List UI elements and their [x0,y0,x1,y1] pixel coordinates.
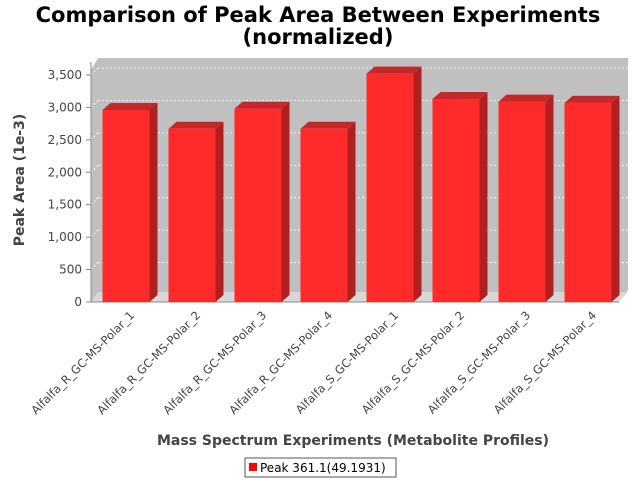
legend-box [244,457,397,478]
y-tick-label: 500 [59,263,82,277]
bar [168,121,224,302]
y-tick-label: 3,500 [48,68,82,82]
y-tick-label: 3,000 [48,100,82,114]
y-tick-label: 2,500 [48,133,82,147]
bar-top [366,66,422,74]
grid-line [90,229,99,238]
bar-side [413,66,422,302]
chart-title: Comparison of Peak Area Between Experime… [36,3,601,27]
bar-top [168,121,224,129]
bar-side [281,101,290,303]
x-axis-label: Mass Spectrum Experiments (Metabolite Pr… [157,433,549,449]
bar-top [564,95,620,103]
grid-line [90,164,99,173]
bar [564,95,620,302]
x-tick-label: Alfalfa_R_GC-MS-Polar_1 [28,308,137,417]
bar-top [432,91,488,99]
bars [102,66,620,303]
grid-line [90,100,99,108]
bar [234,101,290,303]
bar-side [347,121,356,302]
bar-top [234,101,290,109]
plot-floor [91,292,628,302]
chart-subtitle: (normalized) [243,25,394,49]
bar [432,91,488,302]
bar-front [564,102,612,302]
bar-front [168,128,216,302]
bar-side [215,121,224,302]
bar-side [545,94,554,302]
bar [300,121,356,302]
legend-swatch [249,463,257,471]
y-axis-ticks: 0 500 1,000 1,500 2,000 2,500 3,000 3,500 [48,68,91,309]
y-tick-label: 1,000 [48,230,82,244]
grid-line [90,132,99,141]
bar-front [102,110,150,302]
bar-front [366,73,414,302]
bar-top [300,121,356,129]
legend: Peak 361.1(49.1931) [244,457,397,478]
y-tick-label: 1,500 [48,198,82,212]
x-axis-tick-labels: Alfalfa_R_GC-MS-Polar_1Alfalfa_R_GC-MS-P… [28,308,599,417]
bar-top [498,94,554,102]
grid-line [90,197,99,205]
bar [366,66,422,302]
y-tick-label: 0 [74,295,82,309]
bar-side [611,95,620,302]
bar-front [498,101,546,302]
bar-top [102,103,158,110]
bar-front [300,128,348,302]
bar-side [479,91,488,302]
plot-background [91,58,628,302]
bar [498,94,554,302]
bar [102,103,158,302]
bar-front [234,108,282,303]
y-axis-label: Peak Area (1e-3) [12,114,28,247]
grid-line [90,262,99,270]
bar-side [149,103,158,302]
legend-entry: Peak 361.1(49.1931) [260,461,386,475]
grid-line [90,67,99,76]
y-tick-label: 2,000 [48,165,82,179]
bar-front [432,98,480,302]
